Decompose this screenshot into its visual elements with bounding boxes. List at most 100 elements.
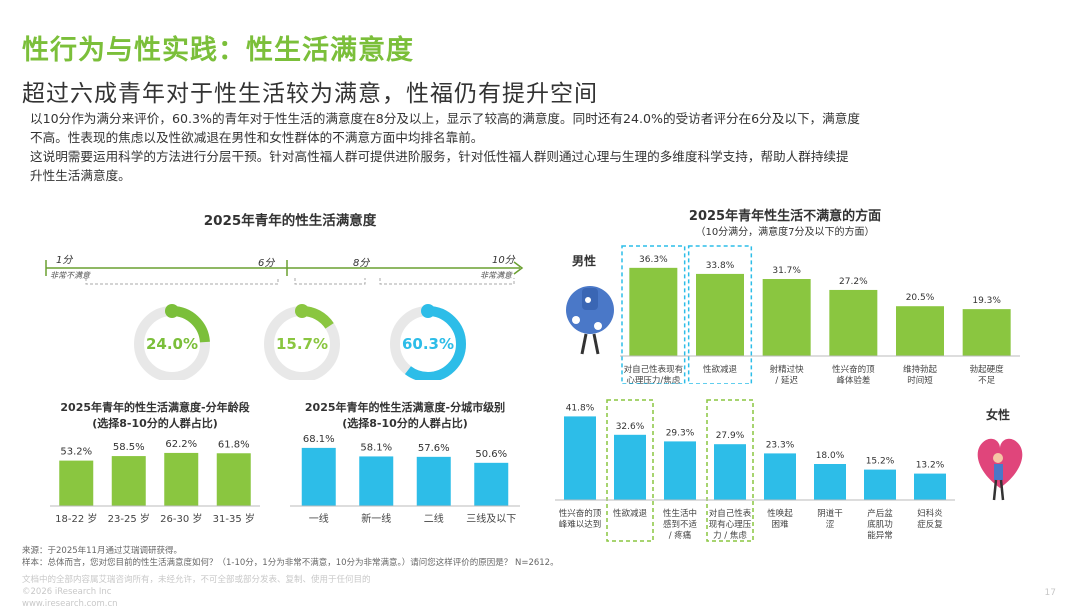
category-label: 不足 [978,376,996,384]
bar [962,309,1011,356]
category-label: 维持勃起 [903,364,938,375]
bar-value-label: 36.3% [639,255,668,265]
category-label: 妇科炎 [917,508,943,519]
bar [664,441,696,500]
category-label: 峰难以达到 [559,519,602,530]
overall-chart-title: 2025年青年的性生活满意度 [203,213,377,229]
scale-label-6: 6分 [258,257,275,269]
footer-sample: 样本：总体而言，您对您目前的性生活满意度如何？（1-10分，1分为非常不满意，1… [22,558,559,568]
description-line: 以10分作为满分来评价，60.3%的青年对于性生活的满意度在8分及以上，显示了较… [30,111,860,126]
bar [914,473,946,500]
scale-arrow [513,261,524,275]
footer-source: 来源：于2025年11月通过艾瑞调研获得。 [22,546,182,556]
category-label: 性唤起 [767,508,793,519]
bar-value-label: 58.5% [113,442,145,453]
category-label: 31-35 岁 [213,512,255,525]
bar-value-label: 68.1% [303,434,335,445]
range-bracket [379,278,515,285]
bar [629,267,678,356]
footer-copyright: ©2026 iResearch Inc [22,587,112,597]
category-label: 阴道干 [817,508,843,519]
highlight-box [706,399,754,542]
bar-value-label: 27.9% [716,431,745,441]
female-group-label: 女性 [986,408,1011,422]
bar-value-label: 33.8% [706,261,735,271]
bar-value-label: 19.3% [972,296,1001,306]
category-label: 性生活中 [663,508,697,519]
bar [416,456,451,506]
category-label: 18-22 岁 [55,512,97,525]
category-label: 困难 [771,519,789,530]
scale-label-1: 1分 [56,254,73,266]
category-label: / 疼痛 [669,530,692,541]
bar-value-label: 62.2% [165,439,197,450]
bar-value-label: 57.6% [418,443,450,454]
bar-value-label: 31.7% [772,266,801,276]
highlight-box [606,399,654,542]
circle-knob [295,304,309,318]
description-line: 这说明需要运用科学的方法进行分层干预。针对高性福人群可提供进阶服务，针对低性福人… [30,149,849,164]
bar-value-label: 27.2% [839,277,868,287]
category-label: 感到不适 [663,519,698,530]
bar [474,462,509,506]
highlight-box [621,245,686,384]
category-label: 时间短 [907,375,933,384]
bar [359,456,394,506]
category-label: 涩 [826,520,835,530]
category-label: 一线 [309,512,329,525]
bar-value-label: 23.3% [766,440,795,450]
category-label: 性兴奋的顶 [832,364,875,375]
category-label: 对自己性表现有 [624,364,684,375]
bar [896,306,944,356]
category-label: 性兴奋的顶 [559,508,602,519]
bar-value-label: 13.2% [916,461,945,471]
bar-value-label: 29.3% [666,428,695,438]
scale-label-8: 8分 [353,257,370,269]
category-label: 新一线 [361,512,391,525]
footer: 来源：于2025年11月通过艾瑞调研获得。 样本：总体而言，您对您目前的性生活满… [22,545,559,608]
circle-knob [421,304,435,318]
bar [59,460,94,506]
category-label: 23-25 岁 [108,512,150,525]
bar-value-label: 32.6% [616,422,645,432]
category-label: 射精过快 [770,364,805,375]
page-subtitle: 超过六成青年对于性生活较为满意，性福仍有提升空间 [22,81,598,107]
heart-illustration [977,438,1023,501]
age-chart-title: 2025年青年的性生活满意度-分年龄段 [60,401,250,414]
bar [111,456,146,506]
scale-label-10-sub: 非常满意 [480,271,513,280]
scale-axis [45,260,524,285]
circle-value-label: 24.0% [146,335,198,353]
bar-value-label: 20.5% [906,293,935,303]
bar [762,279,811,356]
category-label: 症反复 [917,519,943,530]
bar [164,452,199,506]
category-label: 力 / 焦虑 [713,530,747,541]
bar [764,453,796,500]
category-label: 峰体验差 [836,375,870,384]
category-label: 三线及以下 [466,512,516,525]
category-label: 勃起硬度 [970,364,1005,375]
range-bracket [294,278,366,285]
thumbs-up-illustration [566,286,614,355]
highlight-box [687,245,753,384]
category-label: 产后盆 [867,508,893,519]
category-label: 对自己性表 [709,508,752,519]
bar [216,453,251,506]
bar-value-label: 53.2% [60,447,92,458]
description-line: 不高。性表现的焦虑以及性欲减退在男性和女性群体的不满意方面中均排名靠前。 [30,130,484,145]
city-bar-chart: 68.1% 一线 58.1% 新一线 57.6% 二线 50.6% 三线及以下 [290,434,520,525]
page-title: 性行为与性实践：性生活满意度 [22,35,414,66]
city-chart-title: 2025年青年的性生活满意度-分城市级别 [304,401,506,414]
footer-copyright-notice: 文档中的全部内容属艾瑞咨询所有，未经允许，不可全部或部分发表、复制、使用于任何目… [22,575,371,585]
category-label: 心理压力/焦虑 [626,375,680,384]
bar [696,273,744,356]
age-bar-chart: 53.2% 18-22 岁 58.5% 23-25 岁 62.2% 26-30 岁 61.8… [50,439,260,525]
circle-value-label: 60.3% [402,335,454,353]
description-line: 升性生活满意度。 [30,168,131,183]
bar [814,464,846,500]
category-label: 能异常 [867,530,893,541]
bar-value-label: 58.1% [360,442,392,453]
circle-value-label: 15.7% [276,335,328,353]
